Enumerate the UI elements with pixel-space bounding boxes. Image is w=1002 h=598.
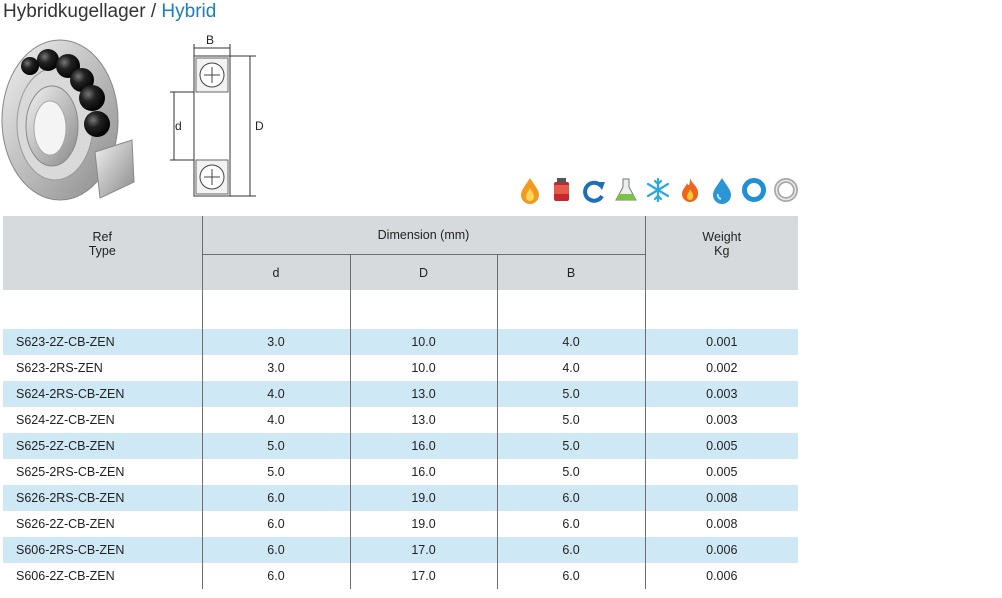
header-weight-label: Weight (702, 230, 742, 244)
cell-weight: 0.006 (644, 563, 799, 589)
header-weight: Weight Kg (644, 216, 799, 290)
table-row: S606-2Z-CB-ZEN 6.0 17.0 6.0 0.006 (3, 563, 799, 589)
lubricant-can-icon (554, 178, 569, 201)
cell-b: 4.0 (496, 355, 646, 381)
table-row: S623-2Z-CB-ZEN 3.0 10.0 4.0 0.001 (3, 329, 799, 355)
table-row: S626-2RS-CB-ZEN 6.0 19.0 6.0 0.008 (3, 485, 799, 511)
specification-table: Ref Type Dimension (mm) Weight Kg d D B … (3, 216, 799, 589)
cell-d-large: 16.0 (349, 433, 497, 459)
cell-weight: 0.008 (644, 485, 799, 511)
cell-b: 6.0 (496, 511, 646, 537)
cell-b: 6.0 (496, 563, 646, 589)
cell-weight: 0.002 (644, 355, 799, 381)
cell-b: 5.0 (496, 381, 646, 407)
cell-weight: 0.005 (644, 433, 799, 459)
cell-b: 4.0 (496, 329, 646, 355)
cell-ref: S606-2Z-CB-ZEN (3, 563, 202, 589)
cell-d-large: 13.0 (349, 381, 497, 407)
flame-icon (682, 178, 699, 202)
cell-d-large: 10.0 (349, 329, 497, 355)
title-accent: Hybrid (161, 1, 217, 22)
header-dimension: Dimension (mm) (201, 216, 646, 255)
water-drop-flame-icon (521, 178, 539, 204)
cell-d-large: 17.0 (349, 537, 497, 563)
table-row: S624-2RS-CB-ZEN 4.0 13.0 5.0 0.003 (3, 381, 799, 407)
cell-d-large: 19.0 (349, 485, 497, 511)
table-row: S623-2RS-ZEN 3.0 10.0 4.0 0.002 (3, 355, 799, 381)
cell-d-small: 4.0 (201, 407, 350, 433)
cell-d-large: 17.0 (349, 563, 497, 589)
cell-ref: S626-2RS-CB-ZEN (3, 485, 202, 511)
table-spacer-row (3, 290, 799, 329)
cell-d-small: 6.0 (201, 485, 350, 511)
cell-d-large: 13.0 (349, 407, 497, 433)
cell-weight: 0.006 (644, 537, 799, 563)
cell-ref: S606-2RS-CB-ZEN (3, 537, 202, 563)
cell-d-large: 16.0 (349, 459, 497, 485)
cell-weight: 0.003 (644, 407, 799, 433)
cell-d-large: 10.0 (349, 355, 497, 381)
rotation-arrow-icon (583, 180, 605, 203)
header-d-large: D (349, 254, 497, 290)
cell-d-small: 6.0 (201, 537, 350, 563)
cell-b: 5.0 (496, 459, 646, 485)
chemical-flask-icon (615, 178, 637, 201)
header-ref-type: Ref Type (3, 216, 202, 290)
title-main: Hybridkugellager (3, 1, 146, 22)
header-type: Type (88, 244, 116, 258)
cell-ref: S624-2Z-CB-ZEN (3, 407, 202, 433)
table-row: S624-2Z-CB-ZEN 4.0 13.0 5.0 0.003 (3, 407, 799, 433)
cell-d-small: 3.0 (201, 329, 350, 355)
page-title: Hybridkugellager / Hybrid (3, 1, 216, 23)
property-icons (517, 175, 799, 205)
cell-ref: S625-2RS-CB-ZEN (3, 459, 202, 485)
cell-weight: 0.005 (644, 459, 799, 485)
table-row: S626-2Z-CB-ZEN 6.0 19.0 6.0 0.008 (3, 511, 799, 537)
title-separator: / (145, 1, 162, 22)
snowflake-icon (646, 177, 670, 203)
cell-b: 6.0 (496, 485, 646, 511)
cell-b: 5.0 (496, 407, 646, 433)
header-b: B (496, 254, 646, 290)
cell-d-small: 6.0 (201, 563, 350, 589)
cell-d-small: 5.0 (201, 433, 350, 459)
cell-ref: S626-2Z-CB-ZEN (3, 511, 202, 537)
cell-d-small: 6.0 (201, 511, 350, 537)
cell-d-small: 5.0 (201, 459, 350, 485)
cell-d-small: 3.0 (201, 355, 350, 381)
header-d-small: d (201, 254, 350, 290)
grey-ring-icon (774, 178, 798, 202)
table-row: S606-2RS-CB-ZEN 6.0 17.0 6.0 0.006 (3, 537, 799, 563)
cell-ref: S623-2Z-CB-ZEN (3, 329, 202, 355)
cell-ref: S623-2RS-ZEN (3, 355, 202, 381)
table-row: S625-2RS-CB-ZEN 5.0 16.0 5.0 0.005 (3, 459, 799, 485)
cell-weight: 0.001 (644, 329, 799, 355)
cell-ref: S625-2Z-CB-ZEN (3, 433, 202, 459)
cell-ref: S624-2RS-CB-ZEN (3, 381, 202, 407)
blue-ring-icon (742, 178, 766, 202)
cell-b: 5.0 (496, 433, 646, 459)
table-row: S625-2Z-CB-ZEN 5.0 16.0 5.0 0.005 (3, 433, 799, 459)
cell-d-large: 19.0 (349, 511, 497, 537)
cell-weight: 0.003 (644, 381, 799, 407)
header-weight-unit: Kg (714, 244, 730, 258)
diagram-label-d-large: D (255, 119, 264, 133)
header-ref: Ref (92, 230, 112, 244)
diagram-label-b: B (206, 33, 214, 47)
cell-weight: 0.008 (644, 511, 799, 537)
water-drop-icon (713, 178, 731, 204)
cell-d-small: 4.0 (201, 381, 350, 407)
cell-b: 6.0 (496, 537, 646, 563)
bearing-dimension-diagram: B d D (170, 33, 264, 197)
diagram-label-d-small: d (175, 119, 182, 133)
bearing-cutaway-image (1, 39, 135, 201)
